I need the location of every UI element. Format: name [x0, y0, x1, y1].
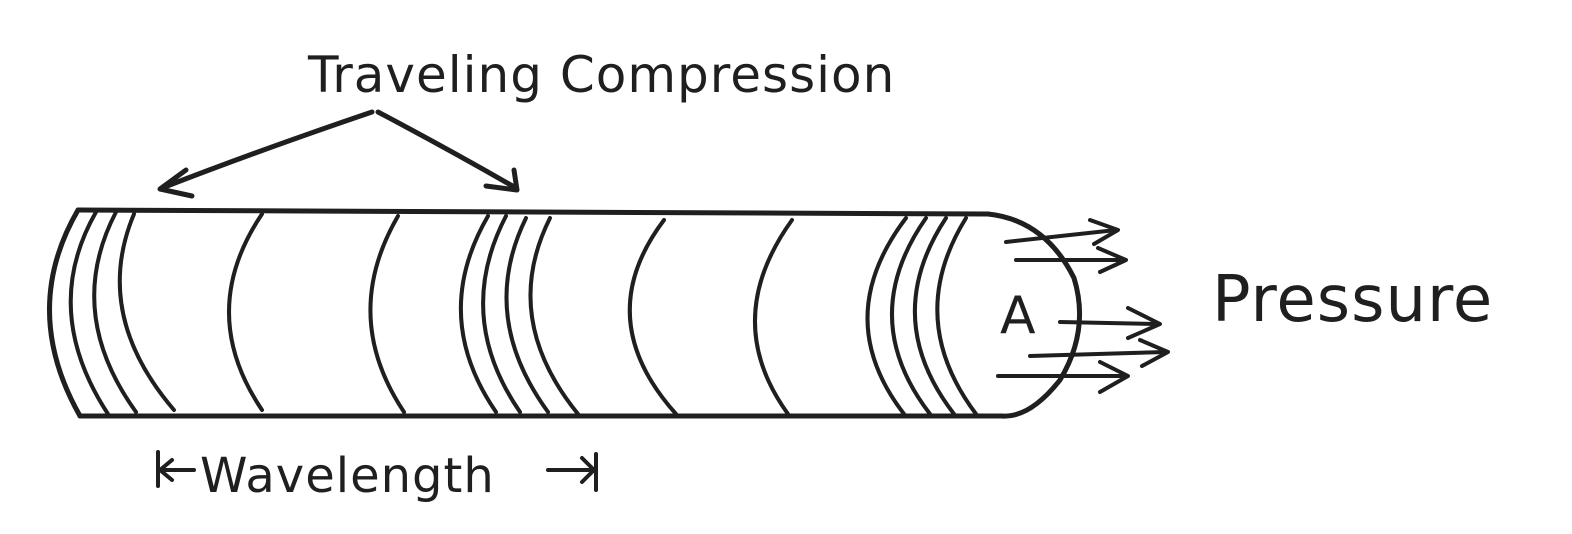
- wave-front: [935, 216, 978, 416]
- pressure-arrows: [996, 218, 1170, 394]
- pressure-arrow-head: [1126, 306, 1162, 340]
- wavelength-right-arrow: [546, 456, 596, 484]
- wavelength-label: Wavelength: [200, 448, 495, 504]
- area-label: A: [1000, 286, 1036, 346]
- cylinder-left-end: [47, 207, 83, 419]
- traveling-compression-label: Traveling Compression: [308, 46, 896, 104]
- cylinder-right-end: [985, 211, 1083, 419]
- pressure-arrow: [1028, 350, 1168, 358]
- wave-front: [865, 216, 908, 416]
- wavelength-dimension: [156, 450, 598, 492]
- pressure-label: Pressure: [1212, 263, 1494, 337]
- callout-arrow-left-head: [157, 167, 195, 199]
- callout-arrow-left: [159, 109, 375, 191]
- pressure-arrow: [1004, 228, 1118, 244]
- traveling-compression-callout: [157, 109, 520, 199]
- wave-front: [227, 212, 264, 412]
- pressure-arrow-head: [1096, 246, 1128, 274]
- wave-front: [890, 216, 932, 416]
- wave-fronts: [68, 210, 978, 416]
- wave-front: [504, 216, 550, 414]
- wave-front: [627, 218, 678, 416]
- wave-front: [528, 216, 580, 416]
- wavelength-left-arrow: [158, 458, 196, 482]
- pressure-arrow: [1058, 320, 1160, 326]
- wave-front: [913, 216, 956, 416]
- wave-front: [753, 218, 794, 416]
- wave-front: [92, 210, 138, 414]
- cylinder: [47, 207, 1083, 419]
- wave-front: [481, 214, 522, 414]
- wave-front: [68, 210, 110, 416]
- wave-front: [458, 214, 498, 414]
- pressure-arrow-head: [1088, 218, 1120, 246]
- pressure-arrow-head: [1138, 338, 1170, 368]
- pressure-arrow-head: [1098, 360, 1130, 394]
- wave-front: [117, 212, 176, 412]
- cylinder-top-edge: [75, 207, 991, 217]
- callout-arrow-right: [375, 109, 519, 191]
- wave-front: [368, 214, 406, 414]
- callout-arrow-right-head: [483, 167, 520, 193]
